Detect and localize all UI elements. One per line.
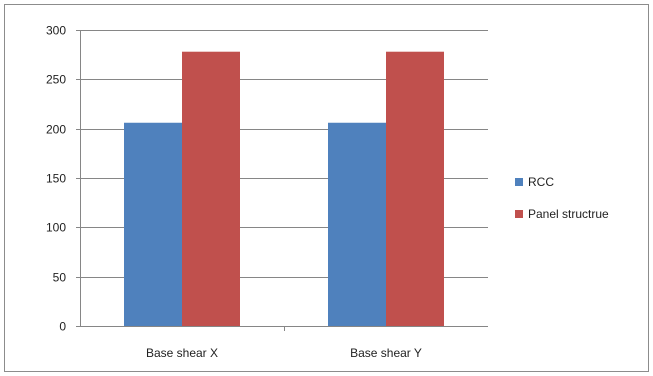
legend-swatch bbox=[515, 178, 523, 186]
y-tick-label: 200 bbox=[46, 123, 66, 137]
legend-swatch bbox=[515, 210, 523, 218]
legend-label: Panel structrue bbox=[528, 207, 609, 221]
bars bbox=[124, 51, 444, 326]
bar-panel-structrue-y bbox=[386, 51, 444, 326]
bar-rcc-x bbox=[124, 122, 182, 326]
y-tick-label: 150 bbox=[46, 172, 66, 186]
bar-panel-structrue-x bbox=[182, 51, 240, 326]
x-tick-label: Base shear Y bbox=[350, 346, 422, 360]
legend-label: RCC bbox=[528, 175, 554, 189]
x-tick-label: Base shear X bbox=[146, 346, 218, 360]
x-axis-ticks: Base shear X Base shear Y bbox=[146, 326, 422, 360]
chart-frame bbox=[4, 4, 649, 372]
y-tick-label: 100 bbox=[46, 221, 66, 235]
y-tick-label: 300 bbox=[46, 24, 66, 38]
y-tick-label: 250 bbox=[46, 73, 66, 87]
legend: RCC Panel structrue bbox=[515, 175, 609, 221]
y-tick-label: 0 bbox=[59, 320, 66, 334]
bar-rcc-y bbox=[328, 122, 386, 326]
y-axis-ticks: 0 50 100 150 200 250 300 bbox=[46, 24, 80, 334]
y-tick-label: 50 bbox=[53, 271, 67, 285]
